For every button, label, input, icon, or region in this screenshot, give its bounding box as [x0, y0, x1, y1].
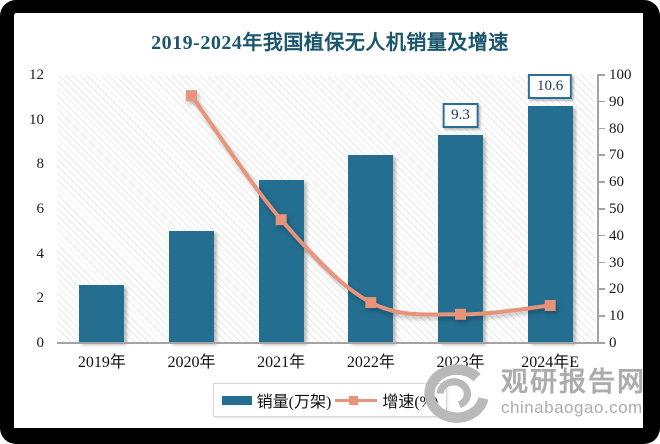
y-axis-right-tick-100: 100 — [609, 67, 632, 83]
right-axis-tick — [597, 181, 605, 183]
y-axis-left-tick-0: 0 — [36, 335, 45, 351]
right-axis-tick — [597, 154, 605, 156]
x-axis-label-2021: 2021年 — [257, 354, 306, 371]
right-axis-tick — [597, 100, 605, 103]
legend-label-sales: 销量(万架) — [256, 394, 332, 411]
x-axis-label-2020: 2020年 — [167, 354, 216, 371]
growth-marker — [455, 308, 466, 320]
x-axis-label-2022: 2022年 — [346, 354, 395, 371]
y-axis-right-tick-20: 20 — [609, 281, 624, 298]
right-axis-tick — [597, 288, 605, 290]
x-axis-line — [57, 342, 599, 344]
watermark-logo-icon — [424, 364, 489, 423]
legend-label-growth: 增速(%) — [382, 394, 439, 411]
bar-2019 — [79, 284, 125, 343]
growth-marker — [186, 90, 197, 102]
y-axis-right-tick-90: 90 — [609, 93, 624, 110]
watermark: 观研报告网 chinabaogao.com — [411, 360, 646, 424]
x-axis-label-2024e: 2024年E — [521, 354, 580, 371]
plot-area — [57, 75, 595, 343]
legend: 销量(万架) 增速(%) — [213, 383, 447, 417]
data-label-2024e: 10.6 — [528, 74, 573, 100]
y-axis-right-tick-80: 80 — [609, 120, 624, 137]
right-axis-tick — [597, 315, 605, 317]
y-axis-left-tick-6: 6 — [36, 201, 45, 217]
right-axis-tick — [597, 342, 605, 344]
legend-bar-swatch-icon — [221, 395, 252, 405]
y-axis-right-tick-10: 10 — [609, 308, 624, 325]
right-axis-tick — [597, 74, 605, 76]
growth-marker — [544, 299, 556, 311]
y-axis-left-tick-12: 12 — [29, 67, 44, 83]
y-axis-left-tick-2: 2 — [36, 290, 45, 307]
legend-item-growth: 增速(%) — [335, 388, 438, 412]
bar-2022 — [348, 155, 394, 343]
right-axis-tick — [597, 208, 605, 210]
right-axis-tick — [597, 261, 605, 264]
y-axis-right-tick-70: 70 — [609, 147, 624, 164]
y-axis-left-tick-10: 10 — [29, 111, 44, 128]
growth-marker — [275, 214, 287, 226]
bar-2020 — [169, 231, 214, 343]
y-axis-right-tick-0: 0 — [609, 335, 617, 351]
watermark-domain: chinabaogao.com — [501, 397, 643, 417]
y-axis-right-tick-40: 40 — [609, 227, 624, 244]
y-axis-right-tick-60: 60 — [609, 174, 624, 191]
right-axis-tick — [597, 127, 605, 130]
growth-line-plot — [186, 90, 556, 320]
legend-item-sales: 销量(万架) — [221, 388, 332, 412]
data-label-2023: 9.3 — [442, 103, 479, 129]
bar-2023 — [438, 135, 483, 343]
y-axis-left-tick-8: 8 — [36, 156, 45, 173]
growth-marker — [365, 297, 377, 309]
chart-title: 2019-2024年我国植保无人机销量及增速 — [151, 32, 509, 54]
bar-2021 — [258, 179, 304, 343]
x-axis-label-2019: 2019年 — [77, 354, 126, 371]
growth-line — [189, 94, 551, 317]
y-axis-left-tick-4: 4 — [36, 245, 45, 262]
y-axis-right-tick-50: 50 — [609, 201, 624, 217]
y-axis-right-tick-30: 30 — [609, 254, 624, 271]
watermark-brand: 观研报告网 — [501, 366, 646, 397]
legend-line-sample-icon — [335, 395, 378, 406]
right-axis-tick — [597, 234, 605, 237]
